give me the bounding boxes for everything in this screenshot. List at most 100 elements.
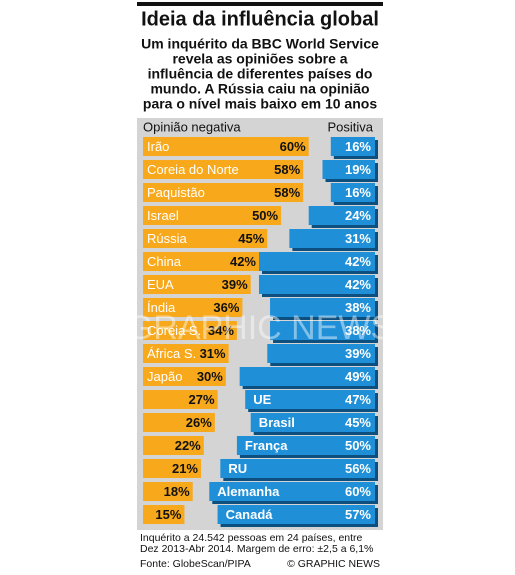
credit: © GRAPHIC NEWS [287,558,380,570]
bar-positive [259,275,375,294]
negative-value-label: 60% [280,139,306,154]
bar-positive [236,436,375,455]
negative-value-label: 50% [252,208,278,223]
negative-value-label: 42% [230,254,256,269]
negative-value-label: 22% [175,438,201,453]
negative-value-label: 39% [222,277,248,292]
positive-value-label: 49% [345,369,371,384]
bar-negative [143,482,193,501]
bar-positive [250,413,375,432]
category-label: Índia [147,300,176,315]
bar-positive [259,252,375,271]
bar-positive [308,206,375,225]
bar-negative [143,229,268,248]
subtitle-line: Um inquérito da BBC World Service [141,36,379,52]
negative-value-label: 27% [189,392,215,407]
negative-value-label: 30% [197,369,223,384]
negative-value-label: 36% [213,300,239,315]
negative-value-label: 31% [200,346,226,361]
category-label: Japão [147,369,182,384]
bar-positive [322,160,375,179]
watermark: GRAPHIC NEWS [127,309,393,347]
bar-positive [330,183,375,202]
category-label: UE [253,392,271,407]
bar-negative [143,298,243,317]
bar-positive [270,321,375,340]
category-label: Israel [147,208,179,223]
bar-negative [143,367,226,386]
positive-value-label: 19% [345,162,371,177]
bar-negative [143,275,251,294]
legend-positive: Positiva [327,119,373,134]
positive-value-label: 42% [345,254,371,269]
top-rule [137,2,383,6]
bar-positive [270,298,375,317]
bar-negative [143,436,204,455]
subtitle-line: para o nível mais baixo em 10 anos [143,96,377,112]
bar-positive [239,367,375,386]
bar-negative [143,206,282,225]
bar-positive [245,390,375,409]
chart-title: Ideia da influência global [141,8,379,30]
positive-value-label: 42% [345,277,371,292]
category-label: Alemanha [217,484,280,499]
bar-negative [143,413,215,432]
category-label: França [245,438,288,453]
bar-positive [209,482,375,501]
bar-negative [143,390,218,409]
bar-positive [267,344,375,363]
negative-value-label: 21% [172,461,198,476]
bar-negative [143,160,304,179]
negative-value-label: 58% [274,185,300,200]
bar-negative [143,252,259,271]
positive-value-label: 38% [345,323,371,338]
negative-value-label: 58% [274,162,300,177]
bar-positive [220,459,375,478]
bar-negative [143,344,229,363]
category-label: Coreia do Norte [147,162,239,177]
negative-value-label: 15% [155,507,181,522]
bar-positive [289,229,375,248]
negative-value-label: 34% [208,323,234,338]
positive-value-label: 57% [345,507,371,522]
category-label: EUA [147,277,174,292]
category-label: RU [228,461,247,476]
category-label: Canadá [226,507,274,522]
positive-value-label: 45% [345,415,371,430]
bar-negative [143,459,201,478]
positive-value-label: 24% [345,208,371,223]
category-label: Coreia S. [147,323,201,338]
subtitle-line: mundo. A Rússia caiu na opinião [150,81,369,97]
bar-positive [330,137,375,156]
note-line: Inquérito a 24.542 pessoas em 24 países,… [140,532,363,544]
bar-negative [143,137,309,156]
positive-value-label: 31% [345,231,371,246]
category-label: Rússia [147,231,188,246]
note-line: Dez 2013-Abr 2014. Margem de erro: ±2,5 … [140,543,373,555]
category-label: Brasil [259,415,295,430]
positive-value-label: 16% [345,185,371,200]
positive-value-label: 38% [345,300,371,315]
subtitle-line: influência de diferentes países do [148,66,373,82]
bar-negative [143,183,304,202]
negative-value-label: 18% [164,484,190,499]
positive-value-label: 56% [345,461,371,476]
category-label: Paquistão [147,185,205,200]
positive-value-label: 60% [345,484,371,499]
positive-value-label: 39% [345,346,371,361]
bar-positive [217,505,375,524]
category-label: Irão [147,139,169,154]
category-label: China [147,254,182,269]
subtitle-line: revela as opiniões sobre a [172,51,347,67]
positive-value-label: 50% [345,438,371,453]
negative-value-label: 45% [238,231,264,246]
source: Fonte: GlobeScan/PIPA [140,558,251,570]
legend-negative: Opinião negativa [143,119,241,134]
category-label: África S. [147,346,196,361]
bar-negative [143,505,185,524]
positive-value-label: 47% [345,392,371,407]
positive-value-label: 16% [345,139,371,154]
bar-negative [143,321,237,340]
negative-value-label: 26% [186,415,212,430]
